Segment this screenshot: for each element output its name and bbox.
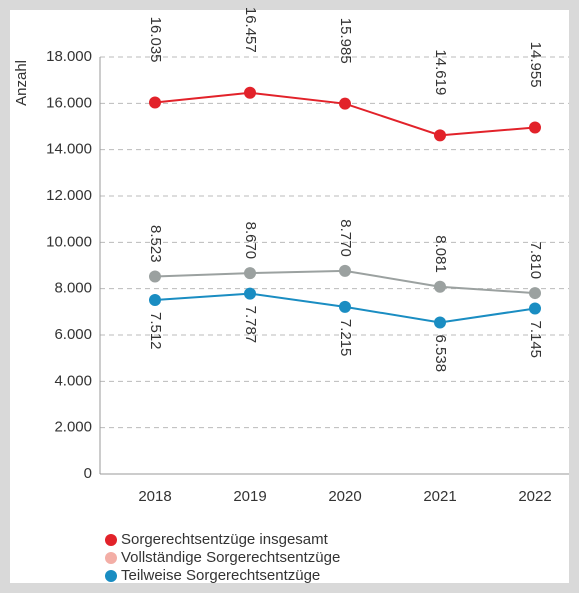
data-label: 8.081: [432, 235, 449, 273]
data-label: 8.770: [337, 219, 354, 257]
x-tick-label: 2020: [328, 488, 361, 505]
y-tick-label: 4.000: [54, 372, 92, 389]
panel: [10, 10, 569, 583]
x-tick-label: 2019: [233, 488, 266, 505]
data-label: 8.670: [242, 222, 259, 260]
data-label: 7.787: [242, 306, 259, 344]
y-tick-label: 6.000: [54, 326, 92, 343]
y-tick-label: 12.000: [46, 187, 92, 204]
y-tick-label: 8.000: [54, 280, 92, 297]
y-tick-label: 10.000: [46, 233, 92, 250]
data-label: 7.810: [527, 242, 544, 280]
legend-marker: [105, 552, 117, 564]
data-label: 14.955: [527, 42, 544, 88]
legend-label: Teilweise Sorgerechtsentzüge: [121, 567, 320, 584]
data-point: [244, 287, 256, 300]
data-label: 7.145: [527, 320, 544, 358]
y-tick-label: 16.000: [46, 94, 92, 111]
data-point: [244, 86, 256, 99]
data-point: [339, 97, 351, 110]
y-tick-label: 14.000: [46, 141, 92, 158]
data-point: [434, 280, 446, 293]
data-label: 14.619: [432, 49, 449, 95]
x-tick-label: 2021: [423, 488, 456, 505]
y-tick-label: 0: [84, 465, 92, 482]
data-point: [434, 129, 446, 142]
legend-label: Vollständige Sorgerechtsentzüge: [121, 549, 340, 566]
legend-marker: [105, 534, 117, 546]
data-label: 7.512: [147, 312, 164, 350]
legend-marker: [105, 570, 117, 582]
data-point: [339, 264, 351, 277]
y-tick-label: 18.000: [46, 48, 92, 65]
data-point: [149, 96, 161, 109]
data-point: [529, 287, 541, 300]
data-point: [149, 270, 161, 283]
data-point: [434, 316, 446, 329]
data-label: 15.985: [337, 18, 354, 64]
legend-label: Sorgerechtsentzüge insgesamt: [121, 531, 329, 548]
x-tick-label: 2018: [138, 488, 171, 505]
data-label: 16.457: [242, 7, 259, 53]
data-point: [529, 302, 541, 315]
y-axis-label: Anzahl: [13, 60, 30, 106]
x-tick-label: 2022: [518, 488, 551, 505]
data-label: 16.035: [147, 17, 164, 63]
data-label: 6.538: [432, 335, 449, 373]
data-point: [339, 300, 351, 313]
y-tick-label: 2.000: [54, 419, 92, 436]
data-point: [244, 267, 256, 280]
data-label: 7.215: [337, 319, 354, 357]
data-point: [149, 293, 161, 306]
data-label: 8.523: [147, 225, 164, 263]
data-point: [529, 121, 541, 134]
